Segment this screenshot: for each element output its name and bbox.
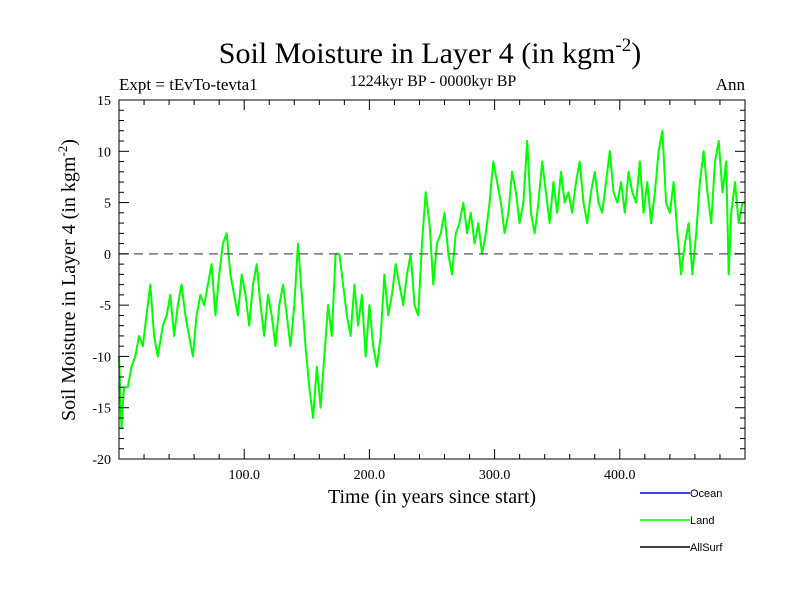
y-tick-label: -20	[92, 453, 111, 468]
y-tick-label: -5	[99, 299, 111, 314]
y-axis-label-sup: -2	[55, 146, 70, 157]
x-tick-label: 400.0	[604, 468, 636, 483]
chart-title: Soil Moisture in Layer 4 (in kgm-2)	[219, 35, 641, 70]
chart-title-sup: -2	[615, 35, 631, 56]
series-layer	[118, 129, 745, 430]
chart-title-main: Soil Moisture in Layer 4 (in kgm	[219, 37, 616, 70]
expt-label: Expt = tEvTo-tevta1	[119, 75, 258, 94]
legend: Ocean Land AllSurf	[640, 488, 723, 554]
season-label: Ann	[716, 75, 746, 94]
x-tick-label: 100.0	[228, 468, 260, 483]
axis-layer: 100.0 200.0 300.0 400.0 15 10 5 0 -5 -10 -15 -20	[92, 94, 746, 483]
legend-label-ocean: Ocean	[690, 488, 722, 500]
plot-frame	[118, 99, 746, 460]
y-tick-label: 10	[97, 145, 111, 160]
x-tick-label: 200.0	[354, 468, 386, 483]
y-tick-label: 0	[104, 248, 111, 263]
y-axis-label-main: Soil Moisture in Layer 4 (in kgm	[58, 156, 80, 421]
y-tick-label: -10	[92, 350, 111, 365]
legend-label-allsurf: AllSurf	[690, 542, 723, 554]
y-axis-label-close: )	[58, 139, 80, 146]
chart-subtitle: 1224kyr BP - 0000kyr BP	[350, 73, 517, 90]
legend-label-land: Land	[690, 515, 714, 527]
series-line-land	[118, 129, 745, 430]
chart-title-close: )	[631, 37, 641, 70]
y-axis-label: Soil Moisture in Layer 4 (in kgm-2)	[55, 139, 80, 421]
x-axis-label: Time (in years since start)	[328, 486, 536, 508]
x-tick-label: 300.0	[479, 468, 511, 483]
y-tick-label: 5	[104, 197, 111, 212]
y-tick-label: 15	[97, 94, 111, 109]
y-tick-label: -15	[92, 402, 111, 417]
